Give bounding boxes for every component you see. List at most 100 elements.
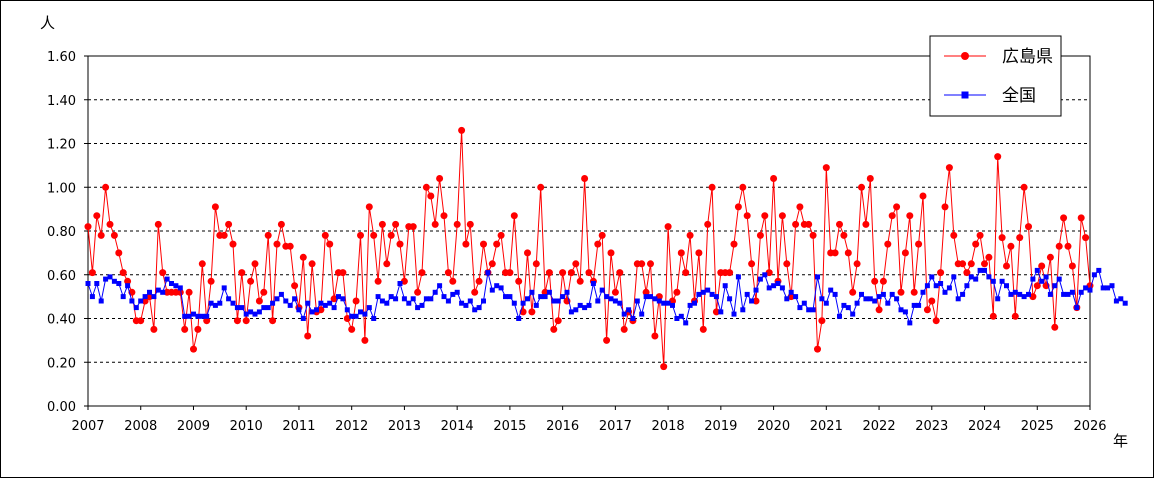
data-point bbox=[792, 220, 800, 228]
data-point bbox=[740, 307, 746, 313]
data-point bbox=[837, 313, 842, 319]
data-point bbox=[277, 220, 285, 228]
data-point bbox=[620, 325, 628, 333]
data-point bbox=[261, 305, 267, 311]
data-point bbox=[466, 220, 474, 228]
data-point bbox=[212, 302, 218, 308]
data-point bbox=[410, 296, 416, 302]
data-point bbox=[308, 260, 316, 268]
data-point bbox=[985, 253, 993, 261]
x-tick-label: 2019 bbox=[704, 419, 737, 434]
data-point bbox=[1113, 298, 1119, 304]
data-point bbox=[314, 307, 319, 313]
data-point bbox=[406, 300, 412, 306]
data-point bbox=[982, 267, 987, 273]
data-point bbox=[1004, 283, 1009, 289]
data-point bbox=[573, 307, 579, 313]
data-point bbox=[110, 231, 118, 239]
data-point bbox=[432, 289, 438, 295]
x-tick-label: 2020 bbox=[757, 419, 790, 434]
data-point bbox=[234, 305, 240, 311]
x-tick-label: 2016 bbox=[546, 419, 579, 434]
legend-label-hiroshima: 広島県 bbox=[1002, 47, 1053, 67]
data-point bbox=[142, 294, 148, 300]
data-point bbox=[471, 288, 479, 296]
data-point bbox=[1007, 242, 1015, 250]
data-point bbox=[712, 308, 720, 316]
data-point bbox=[854, 300, 860, 306]
data-point bbox=[511, 300, 517, 306]
data-point bbox=[247, 277, 255, 285]
data-point bbox=[185, 288, 193, 296]
data-point bbox=[336, 294, 341, 300]
data-point bbox=[176, 288, 184, 296]
data-point bbox=[239, 305, 245, 311]
data-point bbox=[1096, 267, 1102, 273]
data-point bbox=[911, 302, 917, 308]
data-point bbox=[344, 307, 350, 313]
data-point bbox=[858, 183, 865, 191]
data-point bbox=[1017, 291, 1023, 297]
data-point bbox=[154, 220, 162, 228]
data-point bbox=[981, 260, 988, 268]
data-point bbox=[515, 277, 523, 285]
data-point bbox=[669, 297, 676, 305]
data-point bbox=[181, 325, 189, 333]
data-point bbox=[572, 260, 580, 268]
data-point bbox=[1039, 278, 1045, 284]
x-tick-label: 2021 bbox=[810, 419, 843, 434]
data-point bbox=[753, 287, 759, 293]
data-point bbox=[639, 311, 645, 317]
data-point bbox=[841, 302, 847, 308]
data-point bbox=[160, 289, 166, 295]
data-point bbox=[1109, 283, 1115, 289]
data-point bbox=[844, 249, 852, 257]
data-point bbox=[428, 296, 434, 302]
data-point bbox=[696, 291, 702, 297]
data-point bbox=[164, 276, 170, 282]
data-point bbox=[897, 288, 905, 296]
data-point bbox=[115, 249, 123, 257]
data-point bbox=[559, 269, 567, 277]
data-point bbox=[537, 183, 545, 191]
data-point bbox=[822, 164, 830, 172]
data-point bbox=[151, 294, 157, 300]
data-point bbox=[133, 305, 139, 311]
data-point bbox=[1016, 234, 1024, 242]
data-point bbox=[945, 164, 953, 172]
data-point bbox=[220, 231, 228, 239]
data-point bbox=[383, 260, 391, 268]
y-tick-label: 1.20 bbox=[47, 138, 76, 153]
data-point bbox=[524, 249, 531, 257]
data-point bbox=[208, 300, 214, 306]
x-tick-label: 2008 bbox=[124, 419, 157, 434]
data-point bbox=[270, 300, 276, 306]
data-point bbox=[906, 212, 914, 220]
data-point bbox=[506, 269, 514, 277]
x-tick-label: 2015 bbox=[493, 419, 526, 434]
data-point bbox=[361, 336, 369, 344]
data-point bbox=[418, 269, 426, 277]
data-point bbox=[191, 311, 196, 317]
data-point bbox=[879, 277, 887, 285]
data-point bbox=[352, 297, 360, 305]
data-point bbox=[686, 231, 694, 239]
x-tick-label: 2023 bbox=[915, 419, 948, 434]
data-point bbox=[532, 260, 540, 268]
data-point bbox=[97, 231, 105, 239]
data-point bbox=[611, 288, 619, 296]
data-point bbox=[849, 288, 857, 296]
data-point bbox=[318, 300, 324, 306]
data-point bbox=[146, 293, 153, 301]
data-point bbox=[186, 313, 192, 319]
data-point bbox=[1087, 287, 1093, 293]
data-point bbox=[229, 240, 237, 248]
data-point bbox=[735, 274, 741, 280]
data-point bbox=[590, 281, 596, 286]
data-point bbox=[1012, 289, 1018, 295]
data-point bbox=[1029, 293, 1037, 301]
data-point bbox=[388, 294, 394, 300]
y-tick-label: 1.60 bbox=[47, 50, 76, 65]
data-point bbox=[348, 325, 356, 333]
